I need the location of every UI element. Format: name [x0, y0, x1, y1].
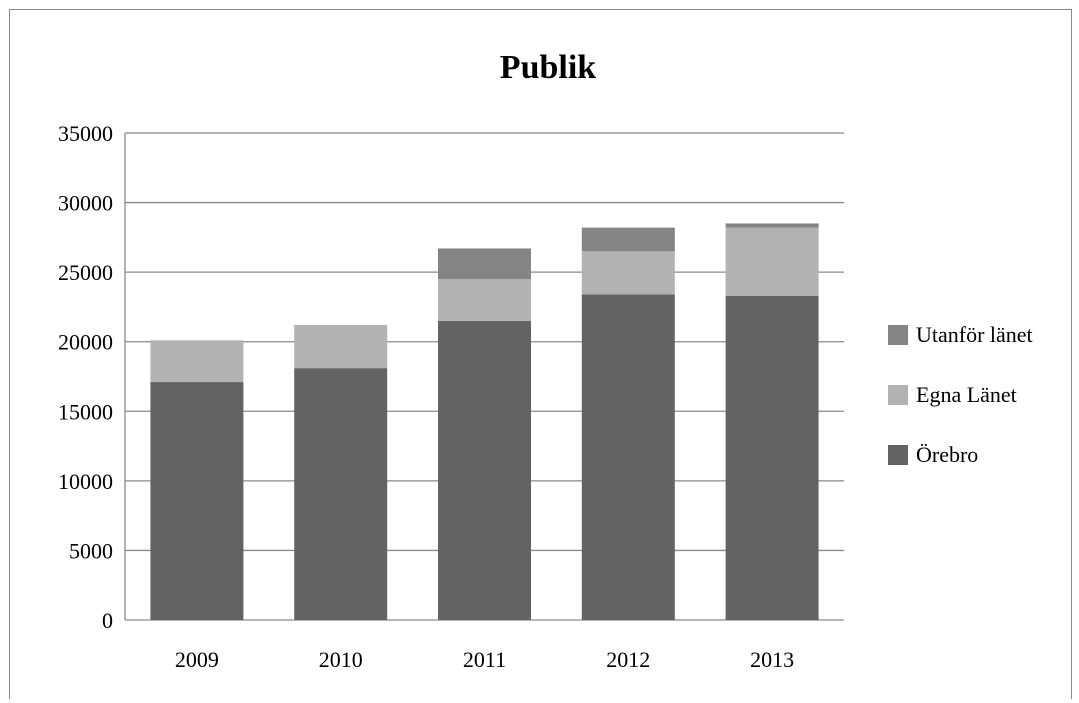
bar-segment — [581, 294, 675, 620]
bar-segment — [294, 325, 388, 369]
bar-segment — [294, 368, 388, 620]
y-tick-label: 0 — [102, 608, 113, 633]
bar-segment — [725, 295, 819, 620]
x-axis-ticks: 2009 2010 2011 2012 2013 — [175, 647, 794, 672]
x-tick-label: 2009 — [175, 647, 219, 672]
legend-swatch — [888, 325, 908, 345]
y-tick-label: 20000 — [58, 330, 113, 355]
legend-label: Utanför länet — [916, 322, 1033, 347]
y-tick-label: 5000 — [69, 538, 113, 563]
bar-segment — [150, 340, 244, 383]
y-tick-label: 25000 — [58, 260, 113, 285]
bar-segment — [438, 320, 531, 620]
chart-canvas: Publik 0 5000 10000 15000 20000 25000 30000 350… — [58, 49, 1033, 672]
bar-segment — [725, 227, 819, 296]
x-tick-label: 2012 — [606, 647, 650, 672]
bar-segment — [725, 223, 819, 228]
y-tick-label: 15000 — [58, 399, 113, 424]
y-tick-label: 30000 — [58, 191, 113, 216]
legend-label: Örebro — [916, 442, 978, 467]
x-tick-label: 2010 — [319, 647, 363, 672]
chart-title: Publik — [500, 49, 596, 86]
y-axis-ticks: 0 5000 10000 15000 20000 25000 30000 35000 — [58, 121, 113, 633]
legend: Utanför länet Egna Länet Örebro — [888, 322, 1033, 467]
y-tick-label: 35000 — [58, 121, 113, 146]
y-tick-label: 10000 — [58, 469, 113, 494]
x-tick-label: 2011 — [463, 647, 506, 672]
chart-frame: Publik 0 5000 10000 15000 20000 25000 30000 350… — [9, 9, 1072, 699]
legend-label: Egna Länet — [916, 382, 1017, 407]
bar-segment — [581, 227, 675, 252]
bar-segment — [150, 382, 244, 620]
bar-segment — [581, 251, 675, 295]
bar-segment — [438, 248, 531, 280]
legend-swatch — [888, 445, 908, 465]
legend-swatch — [888, 385, 908, 405]
x-tick-label: 2013 — [750, 647, 794, 672]
bars — [150, 223, 819, 620]
bar-segment — [438, 279, 531, 321]
